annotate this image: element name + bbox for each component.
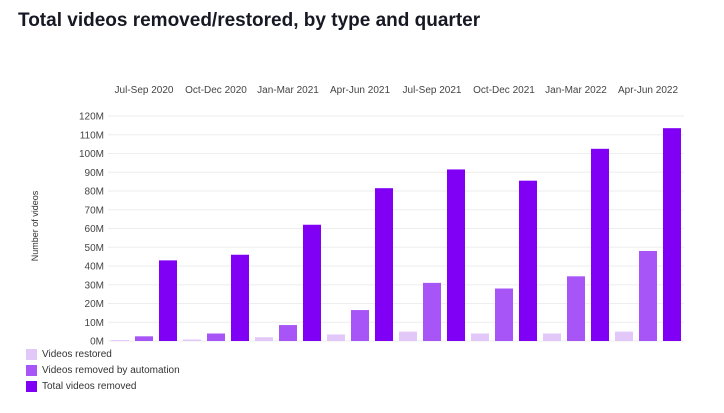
chart-title: Total videos removed/restored, by type a… xyxy=(18,10,481,31)
x-category-label: Jul-Sep 2021 xyxy=(403,85,462,96)
bar-total[interactable] xyxy=(663,128,681,341)
legend-label: Videos removed by automation xyxy=(42,364,180,376)
y-tick-label: 70M xyxy=(85,205,104,216)
bar-total[interactable] xyxy=(303,224,321,341)
y-tick-label: 30M xyxy=(85,280,104,291)
y-tick-label: 120M xyxy=(79,112,104,123)
legend-label: Total videos removed xyxy=(42,380,137,392)
y-tick-label: 110M xyxy=(80,130,104,141)
legend-item-automation[interactable]: Videos removed by automation xyxy=(26,362,180,378)
bar-automation[interactable] xyxy=(423,282,441,341)
y-axis-ticks: 0M 10M 20M 30M 40M 50M 60M 70M 80M 90M 100M 110M 120… xyxy=(79,112,104,348)
legend-swatch-automation xyxy=(26,364,37,376)
y-tick-label: 60M xyxy=(85,224,104,235)
gridlines xyxy=(108,115,684,342)
bar-automation[interactable] xyxy=(495,288,513,342)
bar-total[interactable] xyxy=(375,188,393,341)
legend-swatch-restored xyxy=(26,348,37,360)
bar-automation[interactable] xyxy=(567,276,585,341)
bar-total[interactable] xyxy=(447,169,465,341)
bar-automation[interactable] xyxy=(279,325,297,341)
bar-total[interactable] xyxy=(519,180,537,341)
bar-restored[interactable] xyxy=(471,333,489,342)
bar-automation[interactable] xyxy=(207,333,225,342)
legend: Videos restored Videos removed by automa… xyxy=(26,346,180,394)
legend-item-restored[interactable]: Videos restored xyxy=(26,346,180,362)
bar-restored[interactable] xyxy=(183,339,201,342)
x-category-labels: Jul-Sep 2020 Oct-Dec 2020 Jan-Mar 2021 Apr-… xyxy=(115,85,679,96)
bar-total[interactable] xyxy=(159,260,177,341)
y-tick-label: 0M xyxy=(90,337,104,348)
bar-restored[interactable] xyxy=(255,337,273,341)
y-tick-label: 10M xyxy=(85,318,104,329)
legend-item-total[interactable]: Total videos removed xyxy=(26,378,180,394)
y-tick-label: 100M xyxy=(79,149,104,160)
y-axis-label: Number of videos xyxy=(30,190,40,261)
bar-restored[interactable] xyxy=(615,331,633,341)
x-category-label: Oct-Dec 2020 xyxy=(185,85,247,96)
bar-restored[interactable] xyxy=(399,331,417,341)
legend-swatch-total xyxy=(26,380,37,392)
bar-automation[interactable] xyxy=(639,251,657,341)
bar-total[interactable] xyxy=(231,254,249,341)
y-tick-label: 50M xyxy=(85,243,104,254)
y-tick-label: 40M xyxy=(85,262,104,273)
y-tick-label: 20M xyxy=(85,299,104,310)
x-category-label: Jul-Sep 2020 xyxy=(115,85,174,96)
y-tick-label: 90M xyxy=(85,168,104,179)
legend-label: Videos restored xyxy=(42,348,112,360)
bar-restored[interactable] xyxy=(543,333,561,342)
x-category-label: Apr-Jun 2022 xyxy=(618,85,678,96)
bars xyxy=(111,128,681,342)
x-category-label: Jan-Mar 2021 xyxy=(257,85,319,96)
bar-automation[interactable] xyxy=(351,310,369,341)
bar-restored[interactable] xyxy=(327,334,345,341)
x-category-label: Apr-Jun 2021 xyxy=(330,85,390,96)
bar-restored[interactable] xyxy=(111,340,129,342)
x-category-label: Oct-Dec 2021 xyxy=(473,85,535,96)
bar-total[interactable] xyxy=(591,148,609,341)
x-category-label: Jan-Mar 2022 xyxy=(545,85,607,96)
y-tick-label: 80M xyxy=(85,187,104,198)
bar-automation[interactable] xyxy=(135,336,153,341)
